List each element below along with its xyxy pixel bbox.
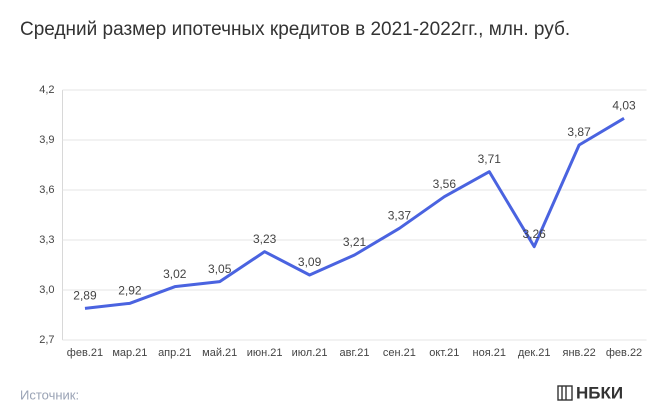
x-tick-label: июн.21 <box>247 347 283 359</box>
y-tick-label: 3,9 <box>39 134 54 146</box>
x-tick-label: июл.21 <box>292 347 328 359</box>
y-tick-label: 3,0 <box>39 284 54 296</box>
data-label: 2,89 <box>73 289 97 303</box>
data-label: 3,21 <box>343 235 367 249</box>
chart-title: Средний размер ипотечных кредитов в 2021… <box>20 19 570 40</box>
logo-icon <box>557 385 573 401</box>
x-tick-label: дек.21 <box>518 347 551 359</box>
data-label: 4,03 <box>612 99 636 113</box>
y-tick-label: 2,7 <box>39 334 54 346</box>
x-tick-label: мар.21 <box>112 347 147 359</box>
x-tick-label: янв.22 <box>563 347 596 359</box>
x-tick-label: май.21 <box>202 347 237 359</box>
y-tick-label: 4,2 <box>39 84 54 96</box>
x-tick-label: окт.21 <box>429 347 459 359</box>
data-label: 2,92 <box>118 284 142 298</box>
y-tick-label: 3,6 <box>39 184 54 196</box>
data-label: 3,56 <box>433 177 457 191</box>
data-label: 3,87 <box>567 125 591 139</box>
x-tick-label: фев.22 <box>606 347 642 359</box>
data-label: 3,37 <box>388 209 412 223</box>
data-label: 3,02 <box>163 267 187 281</box>
data-label: 3,09 <box>298 255 322 269</box>
line-series <box>84 117 625 310</box>
x-tick-label: ноя.21 <box>473 347 506 359</box>
data-label: 3,26 <box>523 227 547 241</box>
x-tick-label: сен.21 <box>383 347 416 359</box>
data-label: 3,05 <box>208 262 232 276</box>
y-tick-label: 3,3 <box>39 234 54 246</box>
logo-text: НБКИ <box>576 383 623 402</box>
x-tick-label: фев.21 <box>67 347 103 359</box>
x-tick-label: авг.21 <box>340 347 370 359</box>
source-label: Источник: <box>20 387 79 402</box>
data-label: 3,71 <box>478 152 502 166</box>
data-label: 3,23 <box>253 232 277 246</box>
x-tick-label: апр.21 <box>158 347 191 359</box>
